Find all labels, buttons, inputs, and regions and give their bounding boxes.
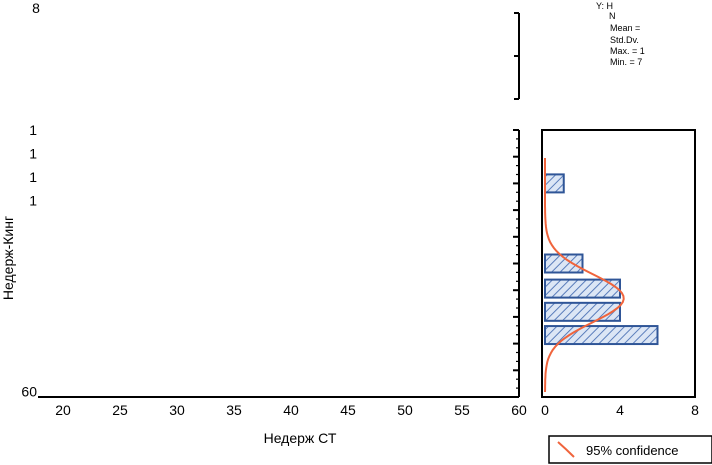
x-tick-label: 25 [112, 402, 128, 418]
histogram-x-tick-label: 8 [691, 402, 699, 418]
histogram-bar [544, 278, 621, 299]
x-tick-label: 50 [397, 402, 413, 418]
histogram-frame [541, 129, 696, 398]
x-tick-label: 20 [55, 402, 71, 418]
y-tick-label: 1 [29, 169, 37, 185]
x-tick-label: 30 [169, 402, 185, 418]
stats-line: N [609, 11, 616, 21]
x-tick-label: 45 [340, 402, 356, 418]
histogram-bar [544, 253, 584, 274]
x-axis-label: Недерж СТ [264, 430, 337, 446]
top-panel: 8 [32, 0, 520, 100]
stats-line: Y: H [596, 1, 613, 11]
histogram-bar [544, 301, 621, 322]
y-tick-label: 1 [29, 122, 37, 138]
y-tick-label: 60 [21, 384, 37, 400]
x-tick-labels: 20 25 30 35 40 45 50 55 60 [55, 402, 527, 418]
y-axis-label: Недерж-Кинг [0, 216, 16, 300]
legend-label: 95% confidence [586, 443, 679, 458]
y-tick-label: 1 [29, 145, 37, 161]
legend: 95% confidence [548, 435, 712, 464]
histogram-panel: 0 4 8 [541, 129, 699, 418]
stats-box: Y: H N Mean = Std.Dv. Max. = 1 Min. = 7 [596, 1, 645, 67]
histogram-x-tick-label: 4 [616, 402, 624, 418]
histogram-bars [544, 173, 659, 346]
stats-line: Mean = [610, 23, 640, 33]
y-tick-label: 1 [29, 192, 37, 208]
histogram-bar [544, 325, 659, 346]
histogram-bar [544, 173, 565, 194]
x-tick-label: 40 [283, 402, 299, 418]
histogram-x-tick-label: 0 [541, 402, 549, 418]
normal-curve [544, 158, 625, 393]
main-plot-area: 20 25 30 35 40 45 50 55 60 1 1 1 1 60 Недерж СТ Неде… [0, 122, 527, 446]
stats-line: Std.Dv. [610, 35, 639, 45]
main-right-ticks [513, 129, 519, 398]
y-tick-labels: 1 1 1 1 60 [21, 122, 37, 400]
legend-box [548, 435, 712, 464]
x-tick-label: 60 [511, 402, 527, 418]
stats-line: Max. = 1 [610, 46, 645, 56]
stats-line: Min. = 7 [610, 57, 642, 67]
histogram-x-ticks: 0 4 8 [541, 402, 699, 418]
x-tick-label: 55 [454, 402, 470, 418]
x-tick-label: 35 [226, 402, 242, 418]
legend-swatch [557, 441, 575, 458]
top-tick-label: 8 [32, 0, 40, 16]
